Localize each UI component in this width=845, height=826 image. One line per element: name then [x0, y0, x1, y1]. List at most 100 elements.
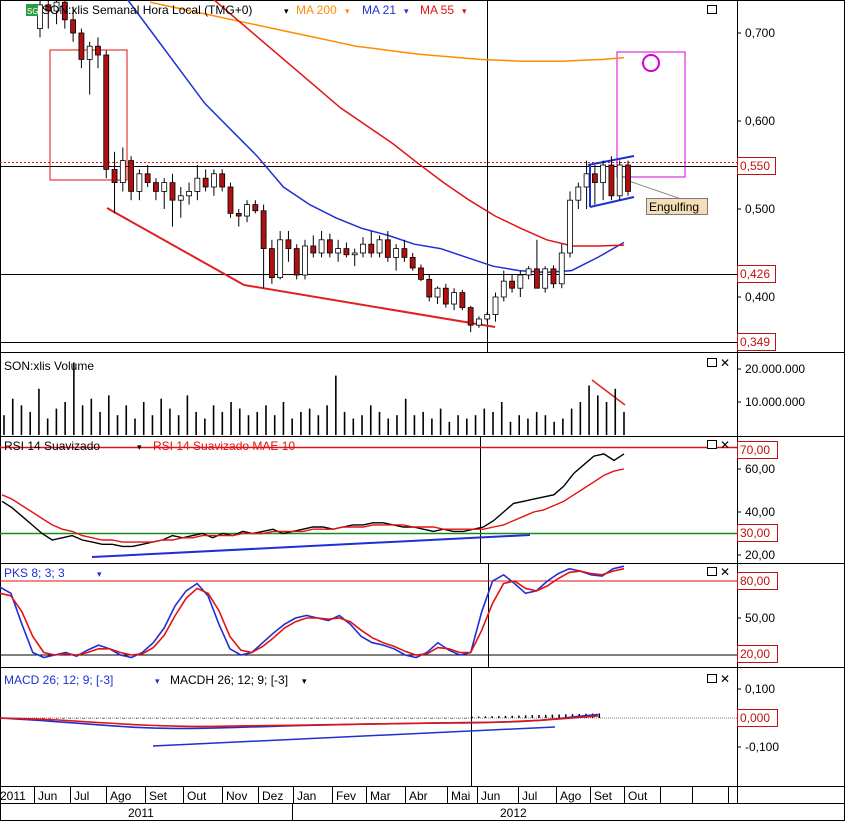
candle: [625, 160, 631, 196]
pks-tag-box: [737, 572, 778, 590]
candle: [119, 147, 126, 192]
candle: [360, 237, 366, 258]
close-icon[interactable]: ✕: [720, 438, 730, 452]
candle-body: [260, 210, 267, 249]
time-tick-label: Abr: [409, 789, 428, 803]
rsi-tick-label: 20,00: [745, 548, 775, 562]
candle-body: [376, 239, 383, 254]
maximize-icon[interactable]: [707, 440, 717, 449]
candle-body: [500, 280, 507, 298]
chevron-down-icon[interactable]: ▾: [137, 442, 142, 452]
rsi-panel: [0, 437, 737, 563]
candle-body: [111, 168, 118, 183]
legend-ma21[interactable]: MA 21: [362, 3, 396, 17]
candle: [227, 182, 234, 218]
candle: [37, 0, 43, 38]
chevron-down-icon[interactable]: ▾: [284, 6, 289, 16]
maximize-icon[interactable]: [707, 674, 717, 683]
maximize-icon[interactable]: [707, 567, 717, 576]
price-tag-0550: 0,550: [740, 159, 770, 173]
time-tick-label: Fev: [336, 789, 356, 803]
candle: [194, 165, 201, 201]
candle: [500, 270, 507, 302]
pks-panel: [0, 564, 737, 667]
candle: [128, 156, 134, 201]
time-axis: 2011 Jun Jul Ago Set Out Nov Dez Jan Fev Mar Abr Mai…: [0, 787, 737, 821]
candle: [95, 37, 101, 69]
flag-lower-line: [589, 196, 635, 208]
chevron-down-icon[interactable]: ▾: [155, 676, 160, 686]
candle: [591, 165, 598, 205]
legend-ma200[interactable]: MA 200: [296, 3, 337, 17]
chevron-down-icon[interactable]: ▾: [462, 6, 467, 16]
maximize-icon[interactable]: [707, 5, 717, 14]
ma200-line: [149, 1, 625, 62]
volume-tick-label: 20.000.000: [745, 362, 805, 376]
close-icon[interactable]: ✕: [720, 565, 730, 579]
candle: [161, 178, 168, 209]
candle-body: [103, 54, 110, 170]
chevron-down-icon[interactable]: ▾: [345, 6, 350, 16]
candle-body: [310, 245, 317, 254]
rsi-mae-line: [1, 468, 625, 543]
time-tick-label: Ago: [560, 789, 582, 803]
candle: [252, 200, 259, 214]
macd-tick-label: 0,100: [745, 682, 775, 696]
candle-body: [227, 186, 234, 214]
close-icon[interactable]: ✕: [720, 356, 730, 370]
candle: [219, 169, 226, 192]
candle: [186, 182, 192, 205]
rsi-trendline: [91, 534, 531, 558]
candle-body: [169, 182, 176, 201]
candle: [277, 231, 284, 280]
maximize-icon[interactable]: [707, 358, 717, 367]
candle-body: [95, 45, 101, 56]
candle-body: [476, 318, 482, 326]
candle-body: [177, 195, 184, 201]
rsi-tag-70: 70,00: [740, 443, 770, 457]
marker-circle: [642, 54, 660, 72]
chevron-down-icon[interactable]: ▾: [302, 676, 307, 686]
candle-body: [591, 173, 598, 184]
legend-ma55[interactable]: MA 55: [420, 3, 454, 17]
candle-body: [86, 45, 93, 60]
time-tick-label: Jun: [481, 789, 500, 803]
time-tick-label: Mai: [451, 789, 470, 803]
candle: [343, 242, 350, 258]
candle-body: [318, 239, 325, 254]
candle-body: [558, 252, 565, 285]
trendline-lower-down: [243, 284, 496, 328]
candle-body: [351, 252, 358, 256]
candle: [211, 169, 217, 196]
macd-trendline: [152, 726, 556, 747]
candle: [384, 231, 391, 262]
year-label: 2011: [128, 806, 154, 820]
candle-body: [467, 307, 474, 326]
candle: [525, 266, 532, 280]
candle: [509, 275, 515, 293]
candle-body: [418, 267, 424, 280]
candle: [235, 209, 242, 227]
candle-body: [625, 164, 631, 192]
candle-body: [517, 274, 524, 289]
chevron-down-icon[interactable]: ▾: [404, 6, 409, 16]
candle: [542, 266, 549, 293]
rsi-panel-title2: RSI 14 Suavizado MAE 10: [153, 439, 295, 453]
candle: [492, 292, 499, 322]
candle-body: [360, 243, 366, 254]
candle-body: [219, 173, 226, 188]
candle-body: [525, 268, 532, 276]
candle: [583, 160, 590, 209]
candle: [326, 233, 333, 258]
candle: [169, 173, 176, 227]
candle: [393, 244, 400, 271]
rsi-line: [1, 453, 625, 548]
candle: [310, 235, 317, 258]
volume-trend-line: [591, 379, 626, 406]
chevron-down-icon[interactable]: ▾: [97, 569, 102, 579]
macd-panel-title2: MACDH 26; 12; 9; [-3]: [170, 673, 288, 687]
close-icon[interactable]: ✕: [720, 672, 730, 686]
candle-body: [144, 173, 151, 184]
candle: [351, 248, 358, 267]
